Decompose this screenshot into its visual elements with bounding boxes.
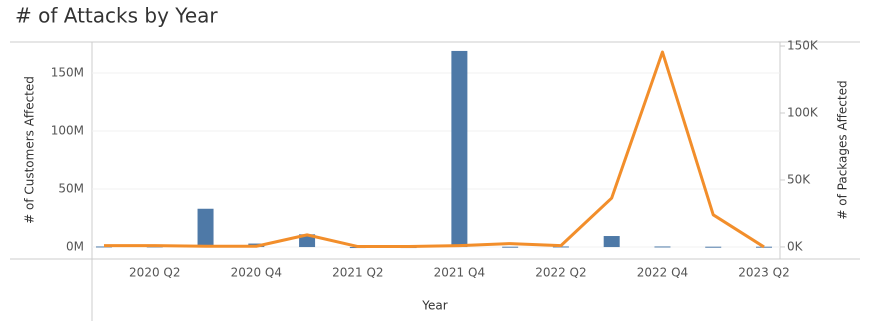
bar: [451, 50, 468, 248]
x-tick-label: 2022 Q4: [637, 266, 688, 280]
bar: [603, 236, 620, 248]
y-tick-label: 50M: [58, 182, 84, 196]
y-tick-label: 100M: [51, 124, 84, 138]
bar: [705, 246, 722, 248]
bar: [197, 208, 214, 248]
x-axis-title: Year: [421, 299, 447, 313]
bar: [756, 246, 772, 248]
x-tick-label: 2021 Q4: [434, 266, 485, 280]
y2-axis-title: # of Packages Affected: [836, 80, 850, 219]
y2-tick-label: 100K: [787, 105, 819, 119]
y2-tick-label: 0K: [787, 239, 804, 253]
bar: [299, 234, 316, 248]
x-tick-label: 2020 Q4: [231, 266, 282, 280]
chart-title: # of Attacks by Year: [15, 4, 218, 28]
x-tick-label: 2022 Q2: [535, 266, 586, 280]
y-axis-title: # of Customers Affected: [23, 76, 37, 224]
line: [104, 50, 765, 249]
x-tick-label: 2023 Q2: [738, 266, 789, 280]
y-tick-label: 150M: [51, 65, 84, 79]
y2-tick-label: 50K: [787, 172, 811, 186]
bar: [654, 246, 671, 248]
x-tick-label: 2021 Q2: [332, 266, 383, 280]
y2-tick-label: 150K: [787, 39, 819, 53]
x-tick-label: 2020 Q2: [129, 266, 180, 280]
bar: [502, 246, 519, 248]
y-tick-label: 0M: [66, 240, 84, 254]
